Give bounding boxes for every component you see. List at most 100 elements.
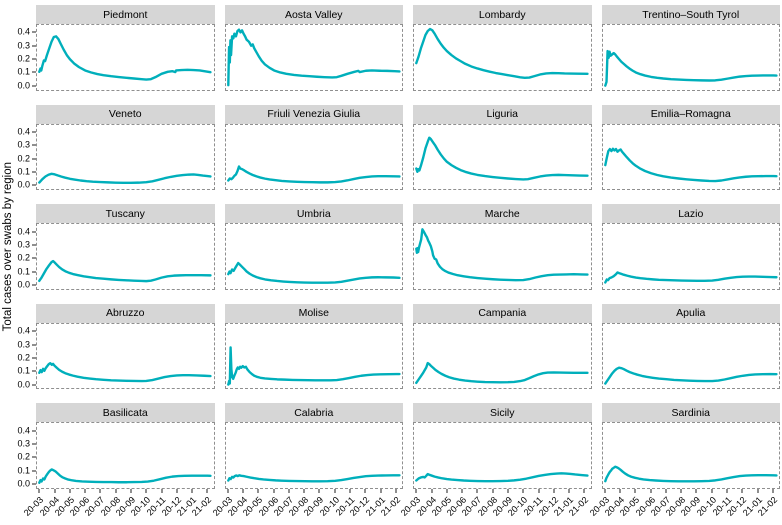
facet-campania: Campania	[413, 303, 592, 390]
y-tick-mark	[32, 430, 36, 432]
y-tick-mark	[32, 85, 36, 87]
facet-umbria: Umbria	[224, 204, 403, 290]
y-tick-label: 0.2	[17, 352, 30, 363]
x-tick-mark	[303, 488, 305, 493]
y-tick-mark	[32, 370, 36, 372]
y-tick-label: 0.4	[17, 126, 30, 137]
x-tick-mark	[145, 488, 147, 493]
y-tick-mark	[32, 71, 36, 73]
x-tick-mark	[415, 488, 417, 493]
x-tick-mark	[583, 488, 585, 493]
facet-friuli-venezia-giulia: Friuli Venezia Giulia	[224, 104, 403, 191]
facet-grid: Piedmont 0.4 0.3 0.2 0.1 0.0 Aosta Valley Lomba…	[17, 5, 780, 518]
series-line	[39, 261, 210, 281]
facet-panel: 0.4 0.3 0.2 0.1 0.0 20-03 20-04 20-05 20-06 20-07…	[17, 422, 215, 518]
y-tick-label: 0.4	[17, 425, 30, 436]
y-tick-label: 0.0	[17, 379, 30, 390]
x-tick-mark	[492, 488, 494, 493]
facet-molise: Molise	[224, 303, 403, 390]
x-tick-mark	[522, 488, 524, 493]
y-tick-label: 0.4	[17, 226, 30, 237]
x-tick-mark	[380, 488, 382, 493]
y-axis-title-text: Total cases over swabs by region	[1, 162, 14, 332]
y-axis-title: Total cases over swabs by region	[0, 5, 15, 489]
x-tick-mark	[242, 488, 244, 493]
facet-strip-title: Trentino–South Tyrol	[601, 5, 780, 24]
x-tick-mark	[115, 488, 117, 493]
y-tick-label: 0.1	[17, 66, 30, 77]
x-tick-mark	[772, 488, 774, 493]
facet-panel	[413, 223, 592, 290]
facet-strip-title: Campania	[413, 303, 592, 323]
y-tick-mark	[32, 284, 36, 286]
facet-strip-title: Umbria	[224, 204, 403, 224]
x-tick-mark	[665, 488, 667, 493]
x-tick-mark	[130, 488, 132, 493]
facet-strip-title: Abruzzo	[36, 303, 215, 323]
y-tick-label: 0.0	[17, 279, 30, 290]
series-line	[39, 470, 210, 483]
x-tick-mark	[757, 488, 759, 493]
series-line	[416, 363, 587, 383]
x-tick-mark	[288, 488, 290, 493]
facet-plot-area	[226, 224, 403, 289]
x-tick-mark	[538, 488, 540, 493]
y-tick-label: 0.3	[17, 239, 30, 250]
series-line	[228, 30, 399, 85]
series-line	[416, 29, 587, 78]
y-tick-mark	[32, 31, 36, 33]
facet-plot-area	[414, 423, 591, 488]
facet-panel	[413, 123, 592, 191]
y-tick-mark	[32, 45, 36, 47]
y-tick-mark	[32, 131, 36, 133]
x-tick-mark	[206, 488, 208, 493]
facet-strip-title: Lazio	[601, 204, 780, 224]
facet-strip-title: Apulia	[601, 303, 780, 323]
y-tick-label: 0.3	[17, 139, 30, 150]
facet-plot-area	[603, 25, 780, 90]
x-tick-mark	[726, 488, 728, 493]
y-tick-mark	[32, 257, 36, 259]
x-tick-mark	[461, 488, 463, 493]
facet-basilicata: Basilicata 0.4 0.3 0.2 0.1 0.0 20-03 20-04 20-05…	[17, 403, 215, 518]
x-tick-mark	[634, 488, 636, 493]
y-tick-label: 0.1	[17, 166, 30, 177]
facet-plot-area	[603, 423, 780, 488]
y-tick-mark	[32, 171, 36, 173]
y-tick-mark	[32, 244, 36, 246]
facet-panel: 0.4 0.3 0.2 0.1 0.0	[17, 24, 215, 91]
facet-lombardy: Lombardy	[413, 5, 592, 91]
x-tick-mark	[191, 488, 193, 493]
facet-plot-area	[37, 423, 214, 488]
facet-panel	[601, 322, 780, 390]
facet-strip-title: Tuscany	[36, 204, 215, 224]
facet-plot-area	[37, 25, 214, 90]
y-tick-mark	[32, 384, 36, 386]
facet-sicily: Sicily 20-03 20-04 20-05 20-06 20-07 20-08 20-0…	[399, 403, 592, 518]
x-tick-mark	[161, 488, 163, 493]
y-tick-label: 0.4	[17, 325, 30, 336]
facet-strip-title: Calabria	[224, 403, 403, 423]
y-tick-mark	[32, 330, 36, 332]
series-line	[39, 363, 210, 381]
facet-plot-area	[226, 324, 403, 389]
facet-strip-title: Molise	[224, 303, 403, 323]
y-tick-mark	[32, 443, 36, 445]
series-line	[39, 173, 210, 182]
x-tick-mark	[69, 488, 71, 493]
facet-plot-area	[414, 125, 591, 190]
facet-plot-area	[603, 125, 780, 190]
y-tick-label: 0.0	[17, 478, 30, 489]
y-tick-label: 0.0	[17, 179, 30, 190]
x-tick-mark	[99, 488, 101, 493]
series-line	[228, 166, 399, 182]
facet-panel	[601, 223, 780, 290]
facet-panel	[413, 322, 592, 390]
facet-plot-area	[603, 224, 780, 289]
facet-panel: 20-03 20-04 20-05 20-06 20-07 20-08 20-09 20-10…	[399, 422, 592, 518]
facet-tuscany: Tuscany 0.4 0.3 0.2 0.1 0.0	[17, 204, 215, 290]
facet-aosta-valley: Aosta Valley	[224, 5, 403, 91]
facet-panel	[413, 24, 592, 91]
series-line	[39, 36, 210, 79]
